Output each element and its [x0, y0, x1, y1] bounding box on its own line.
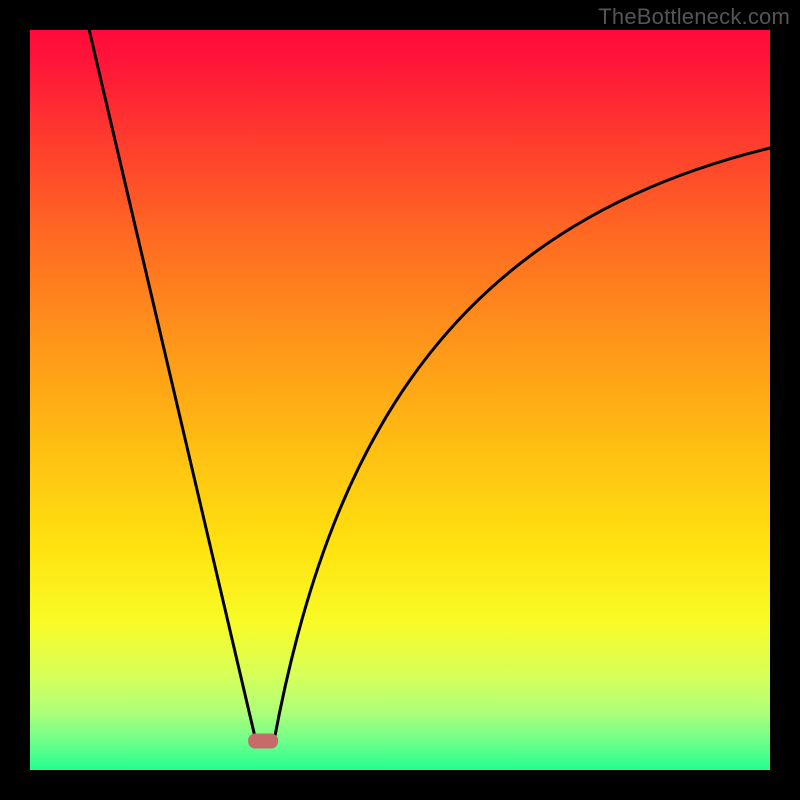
watermark-text: TheBottleneck.com: [598, 4, 790, 30]
optimal-marker: [248, 734, 278, 749]
gradient-panel: [30, 30, 770, 770]
chart-container: TheBottleneck.com: [0, 0, 800, 800]
bottleneck-chart: [0, 0, 800, 800]
